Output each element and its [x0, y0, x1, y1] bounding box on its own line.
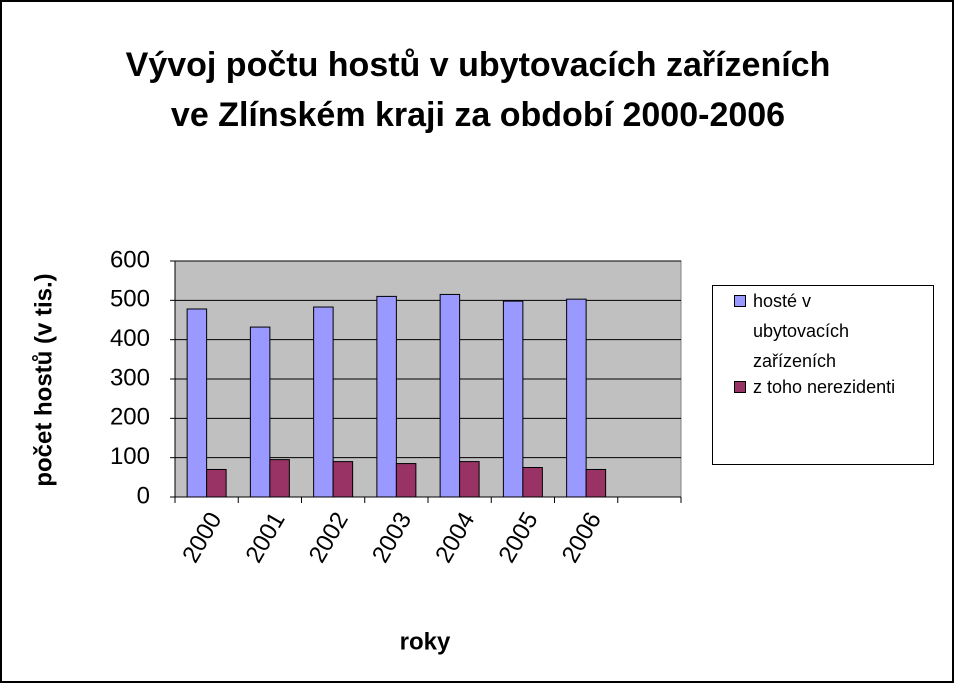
bar — [459, 461, 480, 498]
legend-item: z toho nerezidenti — [713, 372, 903, 402]
y-tick-label: 0 — [137, 482, 150, 509]
bar — [249, 326, 271, 498]
y-tick-label: 400 — [110, 325, 150, 352]
chart-title: Vývoj počtu hostů v ubytovacích zařízení… — [125, 46, 831, 134]
legend-swatch — [734, 381, 746, 393]
legend-label: hosté v ubytovacích zařízeních — [753, 291, 850, 371]
y-tick-label: 600 — [110, 246, 150, 273]
bar — [186, 308, 208, 498]
bar — [502, 300, 524, 498]
bar — [566, 298, 587, 498]
legend-item: hosté v ubytovacích zařízeních — [713, 286, 903, 376]
y-tick-label: 300 — [110, 364, 150, 391]
bar — [206, 468, 227, 498]
bar — [395, 463, 417, 498]
bar — [332, 461, 354, 498]
y-tick-label: 500 — [110, 286, 150, 313]
legend-label: z toho nerezidenti — [753, 377, 896, 397]
bar — [585, 468, 607, 498]
y-tick-label: 100 — [110, 443, 150, 470]
legend-swatch — [734, 295, 746, 307]
bar — [522, 467, 543, 498]
legend: hosté v ubytovacích zařízeních z toho ner… — [712, 285, 934, 465]
bar — [313, 306, 334, 498]
bar — [376, 295, 397, 498]
bar — [439, 293, 461, 498]
bar — [269, 459, 290, 498]
x-axis-label: roky — [400, 628, 451, 655]
y-tick-label: 200 — [110, 404, 150, 431]
y-axis-label: počet hostů (v tis.) — [30, 273, 57, 486]
